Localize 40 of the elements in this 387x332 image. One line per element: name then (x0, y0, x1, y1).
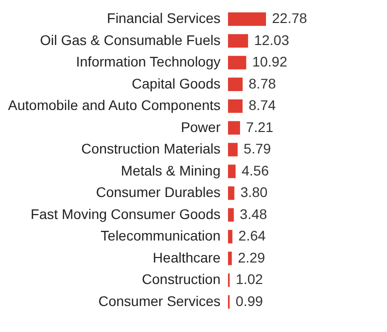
data-label: 7.21 (246, 118, 274, 135)
bar (228, 34, 248, 48)
data-label: 8.78 (248, 75, 276, 92)
y-tick-label: Information Technology (76, 54, 220, 70)
y-tick-label: Healthcare (152, 249, 221, 266)
data-label: 3.48 (240, 206, 268, 222)
data-label: 8.74 (248, 97, 276, 114)
data-label: 0.99 (236, 292, 264, 309)
data-label: 10.92 (252, 54, 288, 70)
y-tick-label: Metals & Mining (120, 162, 220, 178)
bar (228, 164, 236, 178)
y-tick-label: Automobile and Auto Components (8, 97, 220, 114)
bar (228, 142, 238, 156)
y-tick-label: Consumer Durables (96, 184, 220, 200)
data-label: 5.79 (244, 140, 272, 157)
y-tick-label: Power (180, 118, 221, 135)
y-tick-label: Capital Goods (132, 75, 220, 92)
y-tick-label: Fast Moving Consumer Goods (30, 206, 220, 222)
y-tick-label: Consumer Services (98, 292, 220, 309)
data-label: 3.80 (240, 184, 268, 200)
y-tick-label: Financial Services (106, 10, 220, 26)
data-label: 2.64 (238, 228, 266, 244)
bar (228, 186, 234, 200)
y-tick-label: Construction (142, 271, 220, 288)
y-tick-label: Telecommunication (100, 228, 220, 244)
bar (228, 230, 232, 244)
bar (228, 99, 243, 113)
bar (228, 56, 246, 70)
data-label: 4.56 (242, 162, 270, 178)
bar (228, 12, 266, 26)
data-label: 12.03 (254, 32, 290, 48)
data-label: 22.78 (272, 10, 308, 26)
y-tick-label: Oil Gas & Consumable Fuels (40, 32, 220, 48)
data-label: 2.29 (238, 249, 266, 266)
bar (228, 78, 243, 92)
y-tick-label: Construction Materials (81, 140, 220, 157)
data-label: 1.02 (236, 271, 264, 288)
bar (228, 208, 234, 222)
bar (228, 121, 240, 135)
bar (228, 252, 232, 266)
